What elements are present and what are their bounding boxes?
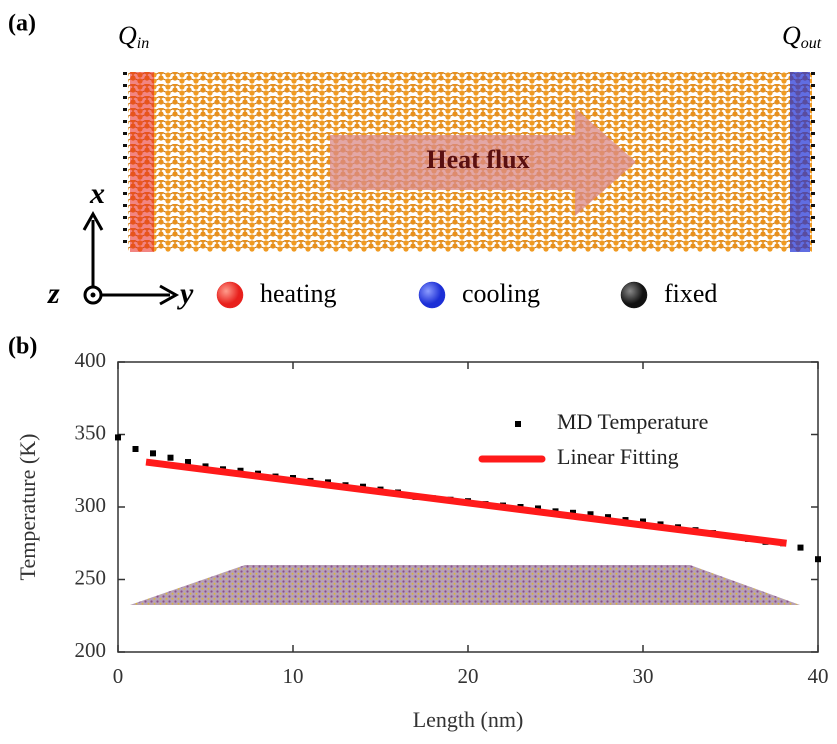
q-out: Qout	[782, 21, 822, 52]
panel-label: (b)	[8, 334, 37, 360]
arrow-text: Heat flux	[426, 145, 529, 174]
inset-structure	[130, 565, 800, 605]
legend-label: cooling	[462, 279, 540, 308]
x-tick-label: 0	[113, 664, 124, 688]
arrow-head	[159, 284, 180, 306]
plot-frame	[117, 361, 819, 653]
y-tick-label: 350	[75, 420, 107, 444]
legend-label: Linear Fitting	[557, 444, 679, 469]
fit-line	[145, 458, 787, 547]
data-point	[167, 454, 174, 461]
x-tick-label: 30	[633, 664, 654, 688]
q-in: Qin	[118, 21, 149, 52]
panel-label: (a)	[8, 11, 36, 37]
flux-arrow	[330, 108, 636, 216]
panel-b: (b) Length (nm) Temperature (K) 0 10 20 30 4…	[8, 334, 829, 733]
axis-y: y	[177, 277, 194, 310]
data-point	[640, 518, 646, 525]
data-point	[587, 511, 594, 518]
legend-marker	[620, 281, 648, 309]
axis-z: z	[47, 277, 60, 310]
x-tick-label: 40	[808, 664, 829, 688]
arrow-head	[82, 210, 104, 231]
z-axis-dot	[90, 292, 96, 298]
legend-label: heating	[260, 279, 337, 308]
x-axis-title: Length (nm)	[413, 707, 524, 732]
data-point	[132, 446, 139, 452]
heating-region	[130, 72, 154, 252]
cooling-region	[790, 72, 810, 252]
data-point	[815, 556, 821, 563]
y-tick-label: 250	[75, 565, 107, 589]
panel-a: (a) Qin Qout Heat flux x z y heating cool…	[8, 11, 822, 310]
x-tick-label: 20	[458, 664, 479, 688]
y-tick-label: 400	[75, 348, 107, 372]
plot: 0 10 20 30 40 200 250 300 350 400 MD Temperature Li…	[75, 348, 829, 688]
x-tick-label: 10	[283, 664, 304, 688]
y-tick-label: 300	[75, 493, 107, 517]
y-axis-title: Temperature (K)	[15, 434, 40, 581]
data-point	[797, 544, 804, 551]
data-point	[185, 459, 191, 466]
legend-label: fixed	[664, 279, 717, 308]
legend-marker	[515, 421, 521, 427]
legend-marker	[418, 281, 446, 309]
data-point	[150, 450, 156, 457]
legend-label: MD Temperature	[557, 409, 708, 434]
legend: heating cooling fixed	[216, 279, 717, 309]
data-point	[115, 434, 121, 441]
y-tick-label: 200	[75, 638, 107, 662]
axis-x: x	[89, 177, 105, 210]
legend-marker	[216, 281, 244, 309]
